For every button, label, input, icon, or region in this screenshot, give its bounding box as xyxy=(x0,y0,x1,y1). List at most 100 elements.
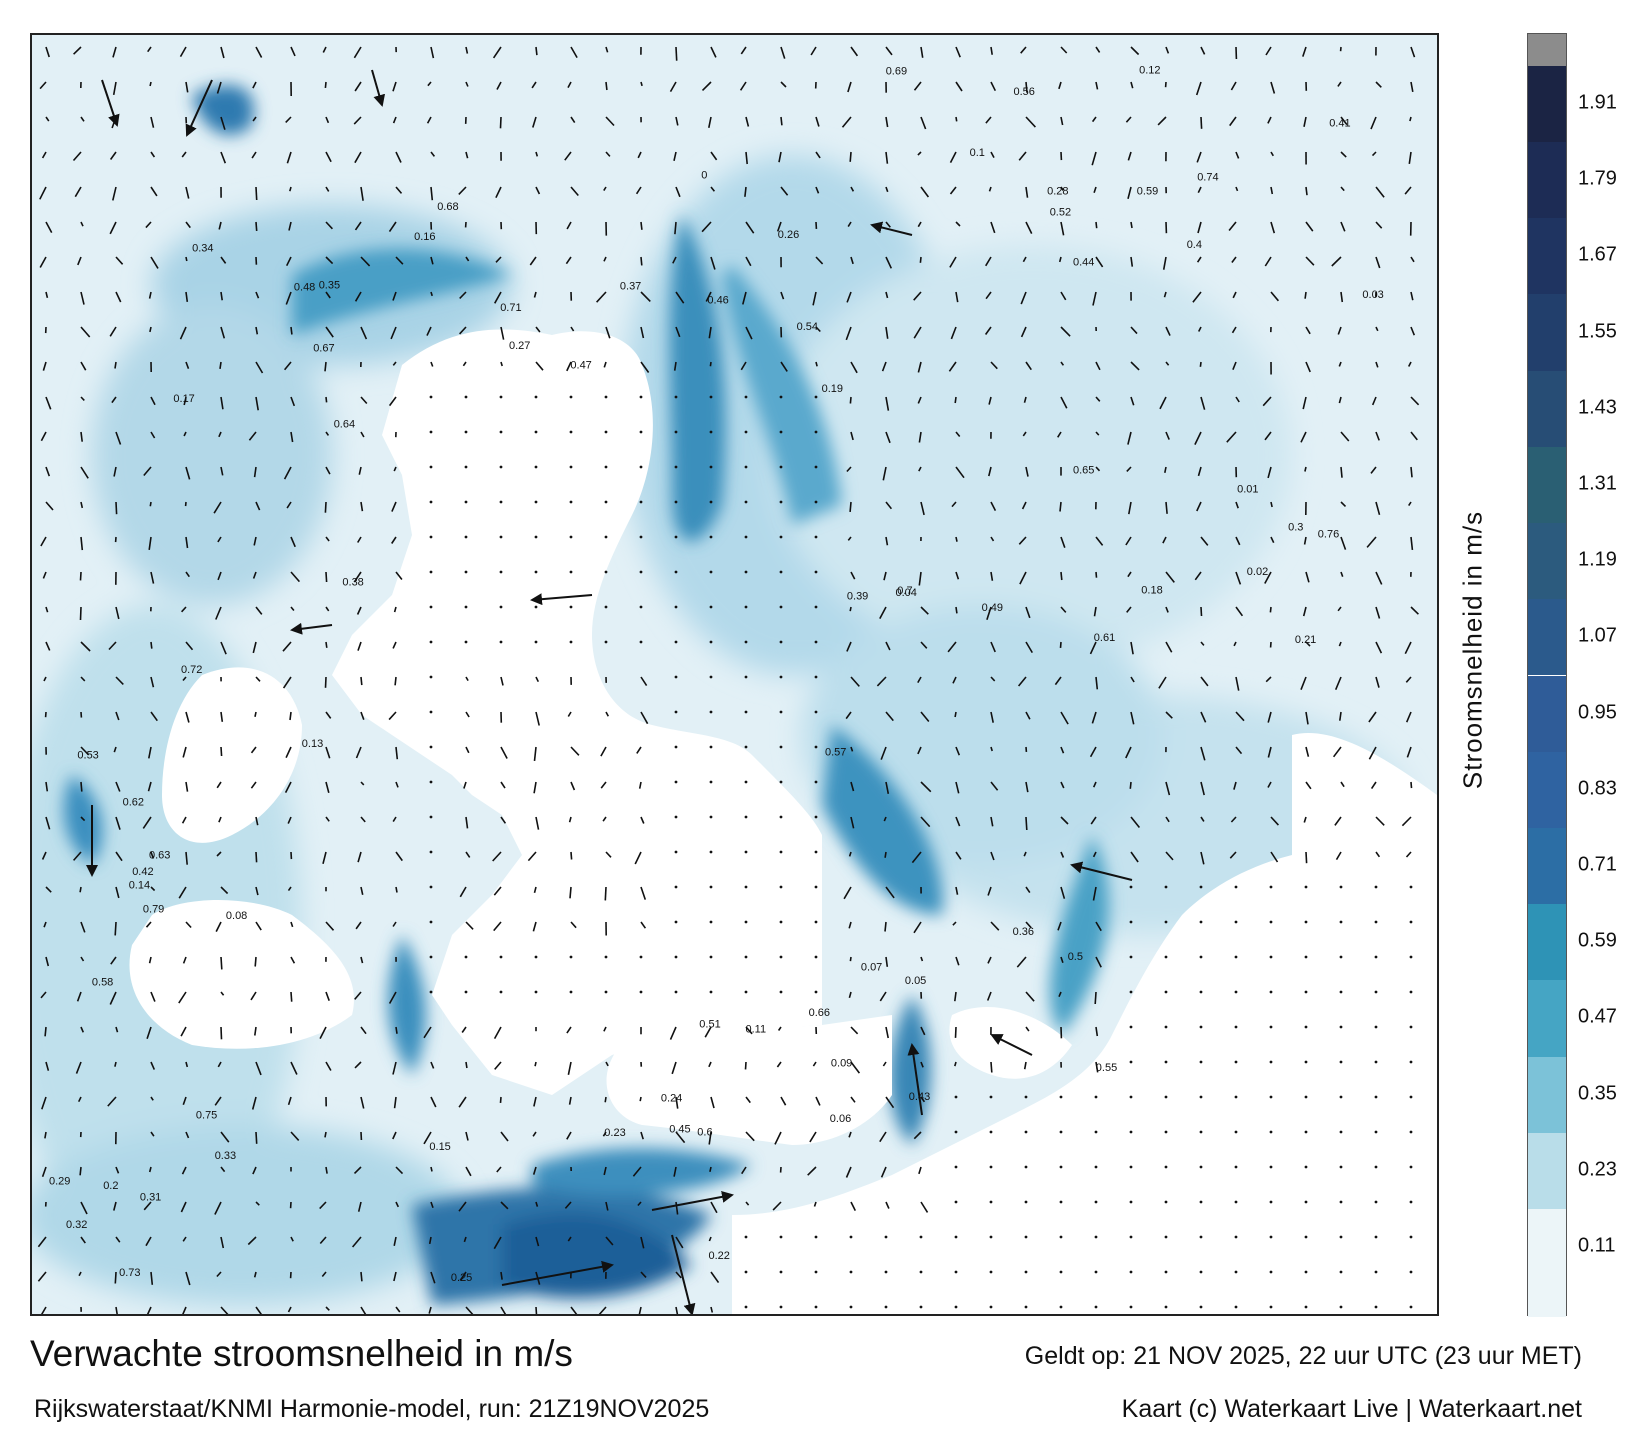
current-arrow xyxy=(1095,466,1101,472)
current-arrow xyxy=(214,1096,222,1106)
current-arrow xyxy=(357,1201,362,1212)
current-arrow xyxy=(500,1201,509,1210)
colorbar-segment xyxy=(1528,751,1566,828)
no-current-dot xyxy=(1234,1270,1238,1274)
current-arrow xyxy=(815,256,824,265)
no-current-dot xyxy=(1269,1060,1273,1064)
no-current-dot xyxy=(429,570,433,574)
current-arrow xyxy=(1060,851,1065,858)
current-arrow xyxy=(1200,46,1206,55)
no-current-dot xyxy=(709,920,713,924)
current-arrow xyxy=(850,1026,859,1035)
current-speed-map[interactable]: 0.16 0.08 0.11 0.06 0.05 0.03 0.21 0.26 0.17 0.15… xyxy=(30,33,1439,1316)
speed-label: 0.61 xyxy=(1094,632,1115,644)
current-arrow xyxy=(325,781,330,794)
current-arrow xyxy=(325,186,330,192)
strong-current-arrow xyxy=(530,593,593,606)
current-arrow xyxy=(45,781,49,792)
current-arrow xyxy=(605,46,609,53)
no-current-dot xyxy=(814,920,818,924)
current-arrow xyxy=(251,151,257,159)
current-arrow xyxy=(72,151,82,162)
no-current-dot xyxy=(1374,1200,1378,1204)
current-arrow xyxy=(1060,116,1064,126)
current-arrow xyxy=(990,361,998,370)
no-current-dot xyxy=(674,850,678,854)
current-arrow xyxy=(1303,536,1307,545)
current-arrow xyxy=(955,781,960,794)
current-arrow xyxy=(115,256,124,265)
current-arrow xyxy=(289,711,292,721)
current-arrow xyxy=(640,1236,645,1249)
current-arrow xyxy=(285,256,292,267)
current-arrow xyxy=(458,1201,467,1212)
current-arrow xyxy=(1090,816,1097,825)
current-arrow xyxy=(1058,991,1062,998)
current-arrow xyxy=(1410,781,1413,789)
current-arrow xyxy=(357,641,362,651)
current-arrow xyxy=(885,431,891,444)
current-arrow xyxy=(325,326,334,338)
current-arrow xyxy=(880,1166,887,1178)
current-arrow xyxy=(529,256,537,266)
no-current-dot xyxy=(709,780,713,784)
current-arrow xyxy=(745,1131,755,1142)
no-current-dot xyxy=(499,395,503,399)
current-arrow xyxy=(180,1201,187,1213)
no-current-dot xyxy=(499,605,503,609)
current-arrow xyxy=(183,396,187,406)
current-arrow xyxy=(255,396,259,411)
current-arrow xyxy=(1130,711,1135,725)
current-arrow xyxy=(708,1061,712,1068)
current-arrow xyxy=(150,256,159,269)
no-current-dot xyxy=(954,1130,958,1134)
speed-label: 0.22 xyxy=(709,1250,730,1262)
current-arrow xyxy=(605,1201,609,1211)
current-arrow xyxy=(640,256,643,266)
current-arrow xyxy=(145,921,152,928)
current-arrow xyxy=(675,1096,679,1109)
current-arrow xyxy=(847,536,852,541)
current-arrow xyxy=(499,116,502,129)
speed-label: 0.05 xyxy=(905,975,926,987)
current-arrow xyxy=(533,291,537,298)
current-arrow xyxy=(911,851,922,864)
current-arrow xyxy=(354,291,362,302)
current-arrow xyxy=(325,396,328,403)
current-arrow xyxy=(1233,781,1237,790)
current-arrow xyxy=(990,536,995,542)
current-arrow xyxy=(1195,81,1202,96)
current-arrow xyxy=(1235,606,1244,617)
current-arrow xyxy=(150,1061,156,1070)
current-arrow xyxy=(112,46,117,58)
current-arrow xyxy=(705,291,712,302)
no-current-dot xyxy=(1339,990,1343,994)
current-arrow xyxy=(1095,46,1101,53)
no-current-dot xyxy=(1094,1165,1098,1169)
current-arrow xyxy=(1371,151,1377,157)
current-arrow xyxy=(150,116,155,128)
current-arrow xyxy=(325,1061,332,1071)
current-arrow xyxy=(1095,256,1104,268)
current-arrow xyxy=(185,1061,189,1068)
current-arrow xyxy=(1093,186,1097,193)
current-arrow xyxy=(1270,81,1276,94)
current-arrow xyxy=(220,991,225,996)
current-arrow xyxy=(288,221,292,231)
current-arrow xyxy=(846,291,852,303)
current-arrow xyxy=(1340,221,1346,232)
no-current-dot xyxy=(1339,1095,1343,1099)
no-current-dot xyxy=(1339,920,1343,924)
current-arrow xyxy=(532,1131,537,1137)
current-arrow xyxy=(1017,676,1027,687)
current-arrow xyxy=(1270,221,1276,234)
current-arrow xyxy=(815,116,820,127)
current-arrow xyxy=(1128,501,1132,515)
current-arrow xyxy=(500,1306,507,1314)
no-current-dot xyxy=(744,780,748,784)
no-current-dot xyxy=(779,430,783,434)
no-current-dot xyxy=(1024,1270,1028,1274)
no-current-dot xyxy=(1164,1270,1168,1274)
current-arrow xyxy=(290,536,296,548)
current-arrow xyxy=(185,221,191,229)
